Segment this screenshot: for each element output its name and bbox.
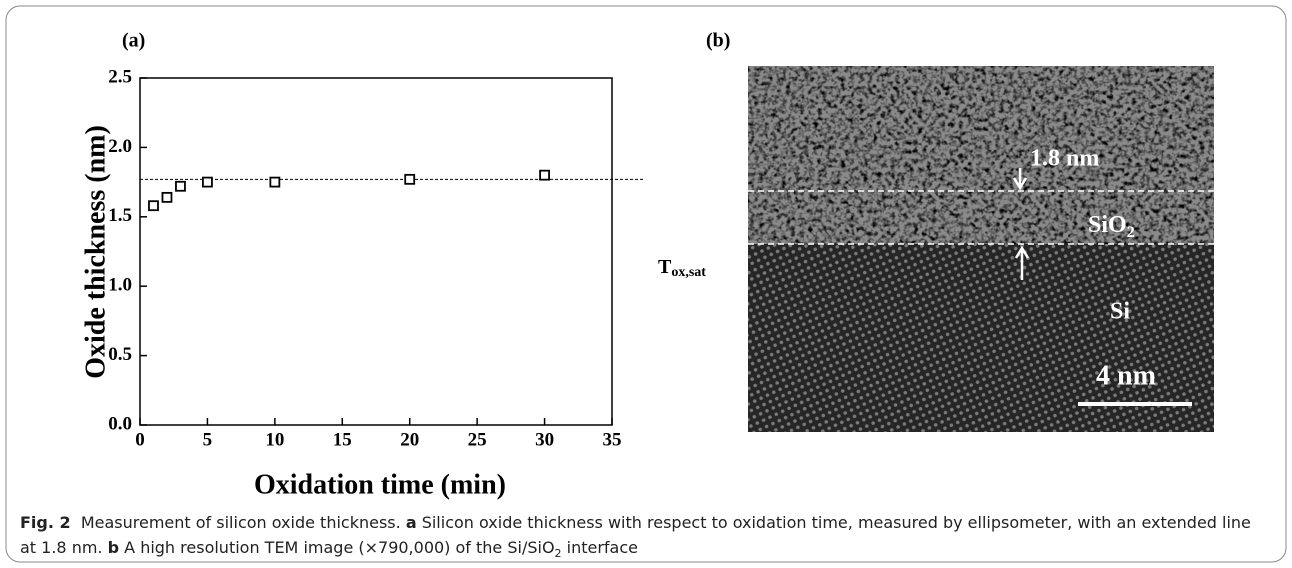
tem-amorphous <box>748 66 1214 246</box>
y-tick-label: 2.0 <box>108 136 132 157</box>
frame <box>5 5 1287 563</box>
caption-b-end: interface <box>566 538 638 557</box>
y-axis-label: Oxide thickness (nm) <box>80 125 111 379</box>
y-tick-label: 1.5 <box>108 205 132 226</box>
y-tick-label: 0.5 <box>108 344 132 365</box>
panel-label: (a) <box>122 30 145 52</box>
reference-label-main: T <box>658 256 672 278</box>
tem-crystal <box>748 244 1214 432</box>
y-tick-label: 1.0 <box>108 275 132 296</box>
caption-b-text: A high resolution TEM image (×790,000) o… <box>124 538 555 557</box>
marker <box>269 176 281 188</box>
reference-label-sub: ox,sat <box>671 265 706 280</box>
thickness-label: 1.8 nm <box>1030 146 1099 172</box>
x-tick-label: 25 <box>468 429 487 450</box>
x-tick-label: 20 <box>400 429 419 450</box>
arrow <box>1012 168 1028 191</box>
oxide-label-sub: 2 <box>1127 224 1135 241</box>
arrow <box>1014 245 1030 280</box>
caption-b-sub: 2 <box>554 547 562 561</box>
panel-label: (b) <box>706 30 730 52</box>
x-tick-label: 35 <box>603 429 622 450</box>
reference-label: Tox,sat <box>658 256 706 281</box>
oxide-label-main: SiO <box>1088 212 1127 238</box>
marker <box>148 200 159 212</box>
oxide-label: SiO2 <box>1088 212 1135 241</box>
marker <box>175 180 186 192</box>
x-tick-label: 15 <box>333 429 352 450</box>
marker <box>539 169 550 181</box>
x-tick-label: 30 <box>535 429 554 450</box>
substrate-label: Si <box>1110 299 1130 325</box>
caption-a-text: Silicon oxide thickness with respect to … <box>20 513 1251 557</box>
x-axis-label: Oxidation time (min) <box>254 469 506 500</box>
x-tick-label: 0 <box>135 429 145 450</box>
marker <box>404 173 416 185</box>
marker <box>161 191 173 203</box>
scale-label: 4 nm <box>1096 360 1156 391</box>
y-tick-label: 2.5 <box>108 66 132 87</box>
caption-b-label: b <box>107 538 120 557</box>
x-tick-label: 5 <box>203 429 213 450</box>
caption-title: Measurement of silicon oxide thickness. <box>80 513 401 532</box>
tem-image: 1.8 nm SiO2 Si 4 nm <box>748 66 1214 432</box>
caption-a-label: a <box>405 513 417 532</box>
x-tick-label: 10 <box>265 429 284 450</box>
plot-frame <box>139 77 613 426</box>
y-tick-label: 0.0 <box>108 413 132 434</box>
figure-number: Fig. 2 <box>20 513 71 532</box>
marker <box>202 176 213 188</box>
caption: Fig. 2 Measurement of silicon oxide thic… <box>20 510 1270 566</box>
